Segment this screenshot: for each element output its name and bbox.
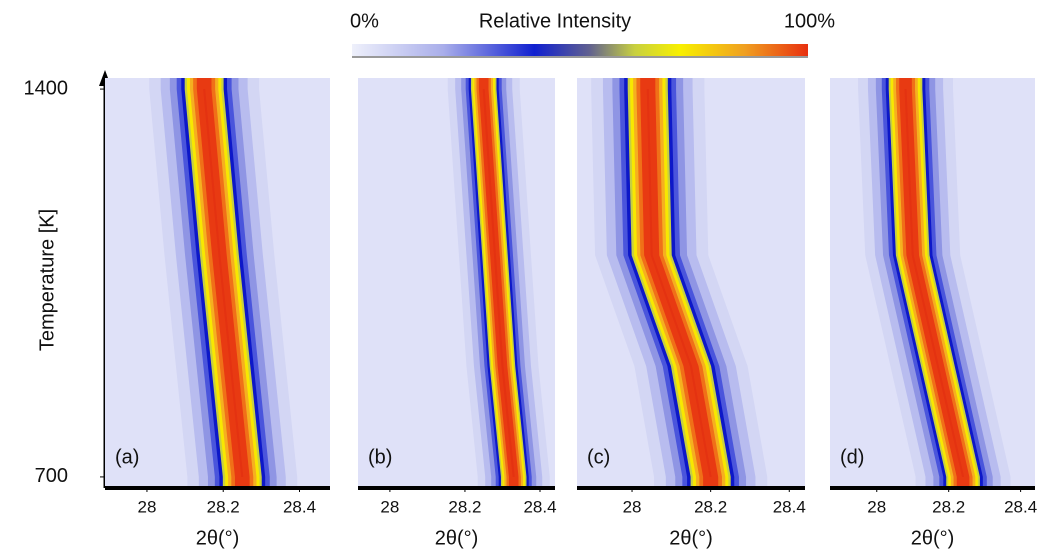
x-tick-label: 28.4 <box>773 497 806 516</box>
peak-center <box>482 89 515 478</box>
x-tick-label: 28.4 <box>283 497 316 516</box>
peak-center <box>904 89 965 478</box>
colorbar-title: Relative Intensity <box>479 10 631 32</box>
x-tick-label: 28.4 <box>523 497 556 516</box>
y-tick-label: 700 <box>35 465 68 487</box>
panel-label: (c) <box>587 446 610 468</box>
x-tick-label: 28.4 <box>1004 497 1037 516</box>
panel-label: (d) <box>840 446 864 468</box>
x-tick-label: 28 <box>623 497 642 516</box>
peak-center <box>203 88 244 478</box>
peak-band <box>640 78 719 488</box>
x-tick-label: 28 <box>380 497 399 516</box>
peak-center <box>646 89 712 478</box>
colorbar-max: 100% <box>784 10 835 32</box>
x-tick-label: 28.2 <box>448 497 481 516</box>
peak-band <box>478 78 519 488</box>
panel-label: (b) <box>368 446 392 468</box>
x-tick-label: 28.2 <box>207 497 240 516</box>
x-tick-label: 28.2 <box>932 497 965 516</box>
x-axis-label: 2θ(°) <box>669 527 713 549</box>
colorbar <box>352 44 808 56</box>
x-tick-label: 28 <box>867 497 886 516</box>
x-axis-label: 2θ(°) <box>435 527 479 549</box>
x-axis-label: 2θ(°) <box>196 527 240 549</box>
panel-label: (a) <box>115 446 139 468</box>
x-tick-label: 28 <box>137 497 156 516</box>
y-axis-label: Temperature [K] <box>36 209 58 351</box>
y-tick-label: 1400 <box>24 77 69 99</box>
colorbar-min: 0% <box>350 10 379 32</box>
x-tick-label: 28.2 <box>694 497 727 516</box>
x-axis-label: 2θ(°) <box>911 527 955 549</box>
